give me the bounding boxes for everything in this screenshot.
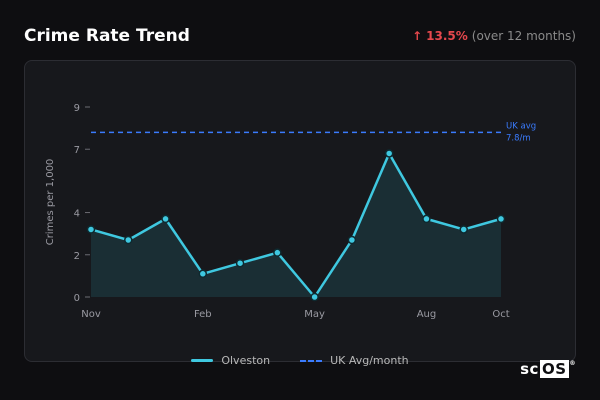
data-point xyxy=(198,269,208,279)
data-point xyxy=(86,225,96,234)
data-point xyxy=(347,235,357,245)
up-arrow-icon: ↑ xyxy=(412,29,423,43)
x-tick-label: Nov xyxy=(81,309,101,320)
x-tick-label: Aug xyxy=(417,309,437,320)
change-percent: 13.5% xyxy=(426,29,468,43)
y-tick-label: 9 xyxy=(74,103,80,114)
brand-logo: sc OS ® xyxy=(520,360,576,378)
data-point xyxy=(273,248,282,257)
brand-mark: ® xyxy=(569,360,576,367)
legend-item-series[interactable]: Olveston xyxy=(191,354,270,367)
page-title: Crime Rate Trend xyxy=(24,26,190,46)
chart-card xyxy=(24,60,576,362)
data-point xyxy=(235,258,245,268)
chart-legend: Olveston UK Avg/month xyxy=(0,354,600,367)
uk-average-label: UK avg xyxy=(506,121,536,131)
y-tick-label: 7 xyxy=(74,145,80,156)
data-point xyxy=(384,149,394,158)
brand-text-b: OS xyxy=(539,360,569,378)
change-summary: ↑ 13.5% (over 12 months) xyxy=(412,29,576,43)
data-point xyxy=(496,214,506,224)
legend-swatch-avg xyxy=(300,359,323,362)
y-tick-label: 2 xyxy=(74,251,80,262)
data-point xyxy=(310,292,319,302)
x-tick-label: May xyxy=(304,309,325,320)
change-period: (over 12 months) xyxy=(471,29,576,43)
y-tick-label: 4 xyxy=(74,209,80,220)
brand-text-a: sc xyxy=(520,360,539,378)
legend-swatch-series xyxy=(191,359,214,362)
legend-label-series: Olveston xyxy=(221,354,271,367)
data-point xyxy=(161,214,170,224)
x-tick-label: Feb xyxy=(194,309,212,320)
data-point xyxy=(422,214,431,224)
data-point xyxy=(124,235,133,245)
legend-item-avg[interactable]: UK Avg/month xyxy=(300,354,409,367)
uk-average-value: 7.8/m xyxy=(506,133,531,143)
data-point xyxy=(459,225,468,234)
x-tick-label: Oct xyxy=(492,309,509,320)
y-tick-label: 0 xyxy=(74,293,80,304)
legend-label-avg: UK Avg/month xyxy=(330,354,409,367)
series-line xyxy=(90,152,502,299)
y-axis-label: Crimes per 1,000 xyxy=(45,159,56,246)
